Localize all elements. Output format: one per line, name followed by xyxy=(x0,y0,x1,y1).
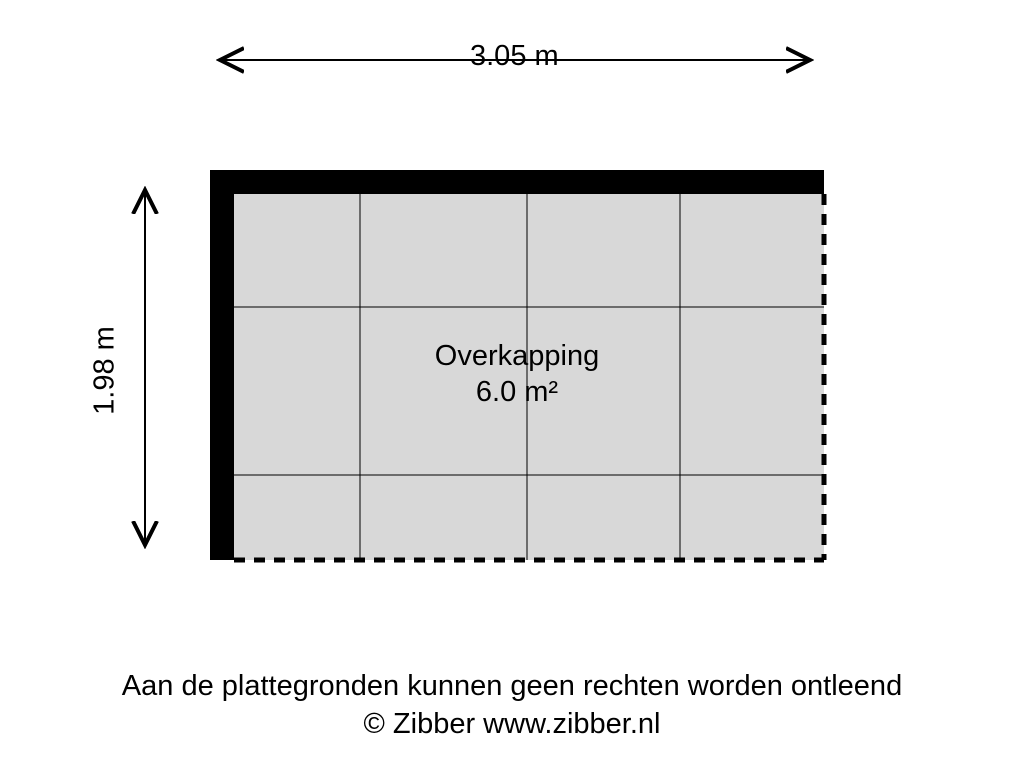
room-label: Overkapping 6.0 m² xyxy=(390,338,644,411)
dim-label-left: 1.98 m xyxy=(89,326,122,416)
room-name: Overkapping xyxy=(435,340,599,372)
wall-left xyxy=(210,170,234,560)
footer-line1: Aan de plattegronden kunnen geen rechten… xyxy=(122,670,902,702)
dim-label-top: 3.05 m xyxy=(470,40,559,73)
footer-line2: © Zibber www.zibber.nl xyxy=(364,708,661,740)
room-area: 6.0 m² xyxy=(476,376,558,408)
footer: Aan de plattegronden kunnen geen rechten… xyxy=(0,668,1024,743)
floorplan-canvas: 3.05 m 1.98 m Overkapping 6.0 m² Aan de … xyxy=(0,0,1024,768)
wall-top xyxy=(210,170,824,194)
